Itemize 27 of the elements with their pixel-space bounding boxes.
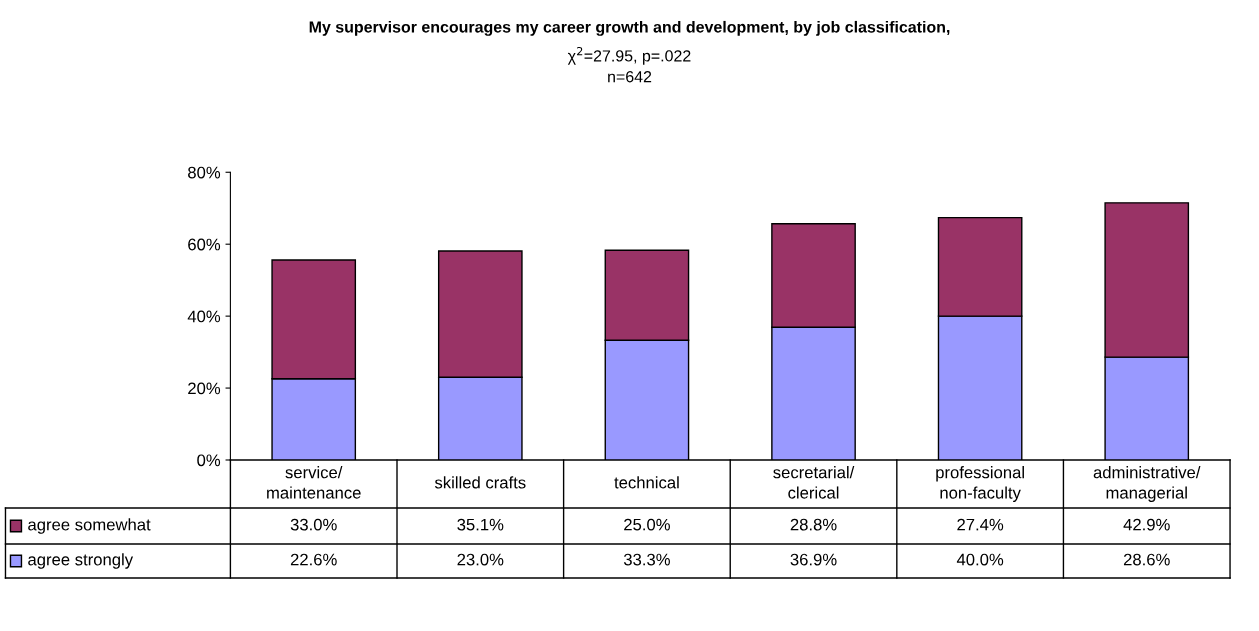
data-label: 23.0% xyxy=(457,553,504,566)
data-label: 36.9% xyxy=(790,553,837,566)
x-tick-label: service/ maintenance xyxy=(267,466,361,499)
legend-label: agree strongly xyxy=(28,553,134,569)
data-label: 33.0% xyxy=(290,518,337,531)
chart-subtitle: χ$^{2}$=27.95, p=.022 n=642 xyxy=(567,46,691,83)
data-label: 22.6% xyxy=(290,553,337,566)
x-tick-label: administrative/ managerial xyxy=(1093,466,1201,502)
data-label: 33.3% xyxy=(623,553,670,566)
data-label: 28.6% xyxy=(1123,553,1170,566)
legend-label: agree somewhat xyxy=(28,518,151,534)
data-label: 35.1% xyxy=(457,518,504,531)
chart-title: My supervisor encourages my career growth and development, by job classification, xyxy=(309,20,950,36)
data-label: 42.9% xyxy=(1123,518,1170,531)
x-tick-label: professional non-faculty xyxy=(936,466,1024,502)
data-label: 28.8% xyxy=(790,518,837,531)
x-tick-label: secretarial/ clerical xyxy=(773,466,855,499)
data-label: 40.0% xyxy=(956,553,1004,566)
data-label: 27.4% xyxy=(957,518,1004,531)
y-tick-label: 0% xyxy=(197,454,221,467)
y-tick-label: 80% xyxy=(188,166,221,179)
data-label: 25.0% xyxy=(624,518,670,531)
x-tick-label: technical xyxy=(614,476,679,489)
y-tick-label: 60% xyxy=(188,238,221,251)
y-tick-label: 40% xyxy=(187,310,221,323)
x-tick-label: skilled crafts xyxy=(434,476,526,489)
y-tick-label: 20% xyxy=(188,382,221,395)
